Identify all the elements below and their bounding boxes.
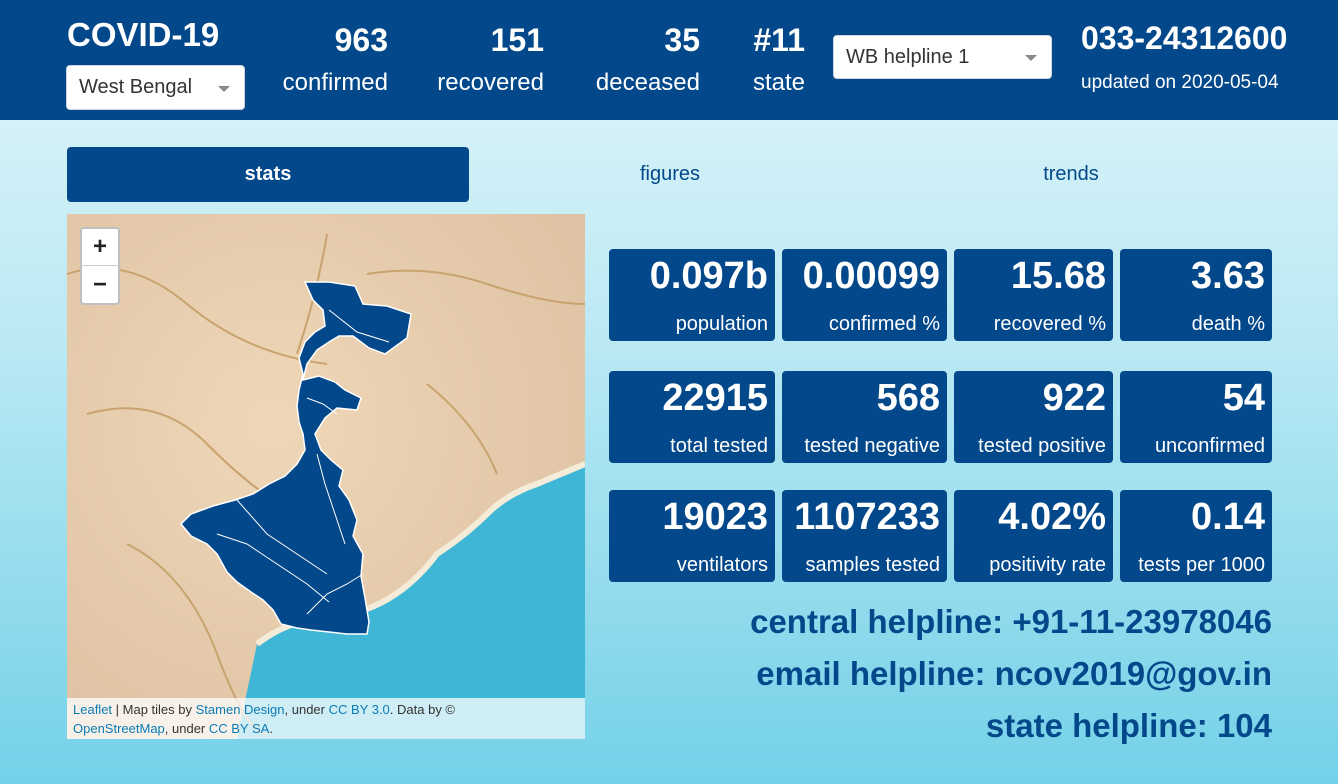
header-bar: COVID-19 West Bengal 963 confirmed 151 r… [0, 0, 1338, 120]
attribution-text: | Map tiles by [112, 702, 196, 717]
card-samples-tested: 1107233 samples tested [782, 490, 947, 582]
map-attribution: Leaflet | Map tiles by Stamen Design, un… [67, 698, 585, 739]
card-value: 54 [1222, 377, 1265, 419]
card-value: 0.14 [1191, 496, 1265, 538]
attribution-text: , under [284, 702, 329, 717]
card-tested-negative: 568 tested negative [782, 371, 947, 463]
card-label: population [675, 313, 768, 335]
card-value: 0.097b [649, 255, 768, 297]
attribution-text: , under [164, 721, 209, 736]
west-bengal-region[interactable] [179, 281, 412, 635]
card-label: tested positive [978, 435, 1106, 457]
card-value: 1107233 [794, 496, 940, 538]
card-value: 3.63 [1191, 255, 1265, 297]
card-positivity-rate: 4.02% positivity rate [954, 490, 1113, 582]
cc-by-link[interactable]: CC BY 3.0 [328, 702, 390, 717]
stat-label: deceased [595, 69, 700, 96]
map-view[interactable] [67, 214, 585, 739]
card-label: recovered % [993, 313, 1106, 335]
card-value: 568 [876, 377, 940, 419]
card-label: unconfirmed [1154, 435, 1265, 457]
helpline-select[interactable]: WB helpline 1 [833, 35, 1052, 79]
attribution-text: . [269, 721, 273, 736]
card-total-tested: 22915 total tested [609, 371, 775, 463]
map-zoom-control: + − [80, 227, 120, 305]
tab-trends[interactable]: trends [1043, 163, 1099, 185]
card-value: 0.00099 [802, 255, 940, 297]
card-label: samples tested [805, 554, 940, 576]
email-helpline: email helpline: ncov2019@gov.in [756, 655, 1272, 692]
helpline-phone: 033-24312600 [1081, 20, 1288, 56]
card-label: confirmed % [828, 313, 940, 335]
card-confirmed-percent: 0.00099 confirmed % [782, 249, 947, 341]
osm-link[interactable]: OpenStreetMap [73, 721, 165, 736]
card-label: death % [1191, 313, 1265, 335]
stamen-link[interactable]: Stamen Design [195, 702, 285, 717]
card-label: tested negative [804, 435, 940, 457]
leaflet-link[interactable]: Leaflet [73, 702, 113, 717]
stat-value: #11 [753, 22, 805, 58]
chevron-down-icon [218, 85, 230, 92]
stat-label: confirmed [282, 69, 388, 96]
central-helpline: central helpline: +91-11-23978046 [750, 603, 1272, 640]
stat-deceased: 35 deceased [585, 22, 700, 98]
card-ventilators: 19023 ventilators [609, 490, 775, 582]
card-recovered-percent: 15.68 recovered % [954, 249, 1113, 341]
card-death-percent: 3.63 death % [1120, 249, 1272, 341]
tab-figures[interactable]: figures [639, 163, 701, 185]
tab-stats[interactable]: stats [67, 147, 469, 202]
card-tested-positive: 922 tested positive [954, 371, 1113, 463]
card-value: 19023 [662, 496, 768, 538]
card-label: ventilators [676, 554, 768, 576]
card-tests-per-1000: 0.14 tests per 1000 [1120, 490, 1272, 582]
state-select-value: West Bengal [79, 76, 193, 98]
card-value: 22915 [662, 377, 768, 419]
card-value: 15.68 [1010, 255, 1106, 297]
stat-recovered: 151 recovered [425, 22, 544, 98]
attribution-text: . Data by © [389, 702, 456, 717]
stat-label: recovered [437, 69, 544, 96]
stat-state-rank: #11 state [740, 22, 805, 98]
chevron-down-icon [1025, 55, 1037, 61]
stat-value: 151 [490, 22, 544, 58]
stat-confirmed: 963 confirmed [270, 22, 388, 98]
card-label: tests per 1000 [1138, 554, 1265, 576]
map-tiles [67, 214, 585, 739]
card-population: 0.097b population [609, 249, 775, 341]
stat-value: 963 [334, 22, 388, 58]
card-label: positivity rate [989, 554, 1106, 576]
card-value: 4.02% [998, 496, 1106, 538]
state-select[interactable]: West Bengal [66, 65, 245, 110]
updated-date: updated on 2020-05-04 [1081, 72, 1279, 93]
stat-label: state [752, 69, 805, 96]
card-label: total tested [670, 435, 768, 457]
app-title: COVID-19 [67, 16, 220, 53]
stat-value: 35 [664, 22, 700, 58]
zoom-in-button[interactable]: + [82, 229, 118, 266]
card-unconfirmed: 54 unconfirmed [1120, 371, 1272, 463]
helpline-select-value: WB helpline 1 [846, 45, 970, 68]
cc-by-sa-link[interactable]: CC BY SA [208, 721, 270, 736]
zoom-out-button[interactable]: − [92, 270, 107, 298]
state-helpline: state helpline: 104 [985, 707, 1272, 744]
card-value: 922 [1042, 377, 1106, 419]
